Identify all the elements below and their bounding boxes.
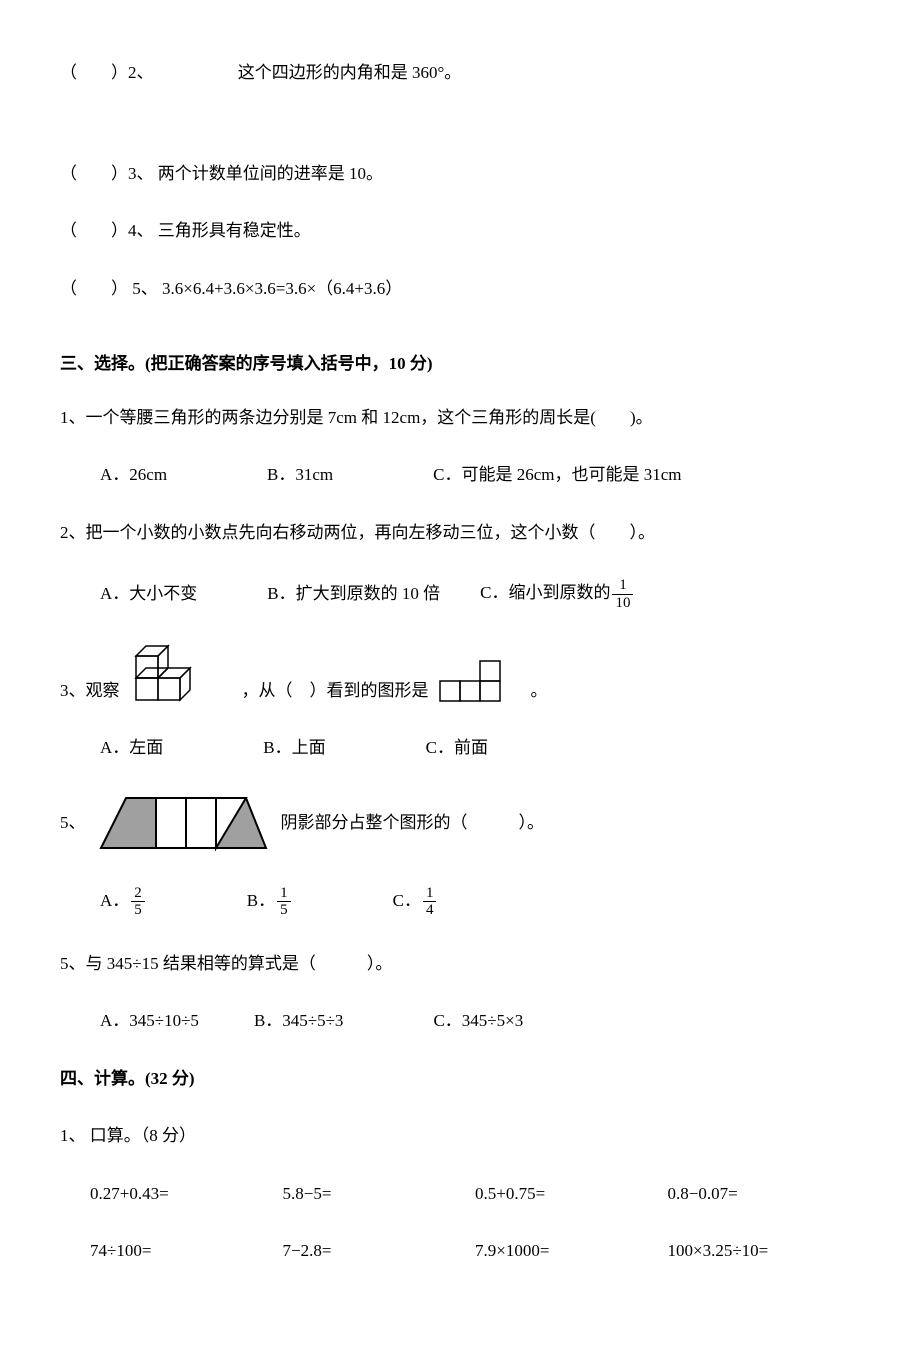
s3-q5a-opta: A．25	[100, 885, 147, 919]
s3-q1-options: A．26cm B．31cm C．可能是 26cm，也可能是 31cm	[60, 462, 860, 488]
s3-q3-prefix: 3、观察	[60, 678, 120, 704]
s3-q5a-text: 阴影部分占整个图形的（ ）。	[281, 810, 545, 836]
judge-q5-text: 3.6×6.4+3.6×3.6=3.6×（6.4+3.6）	[162, 279, 402, 298]
s3-q1-optb: B．31cm	[267, 462, 333, 488]
judge-q2-text: 这个四边形的内角和是 360°。	[238, 63, 462, 82]
s3-q5b-text: 5、与 345÷15 结果相等的算式是（ ）。	[60, 951, 860, 977]
calc-2b: 7−2.8=	[283, 1238, 476, 1264]
s4-calc-row2: 74÷100= 7−2.8= 7.9×1000= 100×3.25÷10=	[60, 1238, 860, 1264]
calc-1b: 5.8−5=	[283, 1181, 476, 1207]
section3-header: 三、选择。(把正确答案的序号填入括号中，10 分)	[60, 351, 860, 377]
s3-q5b-optb: B．345÷5÷3	[254, 1008, 344, 1034]
s3-q5a-optc: C．14	[393, 885, 439, 919]
s3-q3-suffix: 。	[531, 678, 548, 704]
s3-q2-opta: A．大小不变	[100, 581, 197, 607]
frac-num: 1	[423, 885, 437, 903]
frac-num: 2	[131, 885, 145, 903]
judge-q4: （ ）4、 三角形具有稳定性。	[60, 218, 860, 244]
frac-num: 1	[612, 577, 633, 595]
s4-calc-row1: 0.27+0.43= 5.8−5= 0.5+0.75= 0.8−0.07=	[60, 1181, 860, 1207]
judge-q2: （ ）2、 这个四边形的内角和是 360°。	[60, 60, 860, 86]
judge-q2-prefix: （ ）2、	[60, 63, 154, 82]
judge-q4-prefix: （ ）4、	[60, 221, 154, 240]
s3-q3-opta: A．左面	[100, 735, 163, 761]
s3-q1-text: 1、一个等腰三角形的两条边分别是 7cm 和 12cm，这个三角形的周长是( )…	[60, 405, 860, 431]
optc-prefix: C．	[393, 890, 421, 909]
section4-header: 四、计算。(32 分)	[60, 1066, 860, 1092]
judge-q3-text: 两个计数单位间的进率是 10。	[158, 164, 383, 183]
calc-2c: 7.9×1000=	[475, 1238, 668, 1264]
judge-q5: （ ） 5、 3.6×6.4+3.6×3.6=3.6×（6.4+3.6）	[60, 276, 860, 302]
s3-q3-optc: C．前面	[426, 735, 488, 761]
s3-q1-opta: A．26cm	[100, 462, 167, 488]
s3-q3-optb: B．上面	[263, 735, 325, 761]
s3-q1-optc: C．可能是 26cm，也可能是 31cm	[433, 462, 681, 488]
judge-q3-prefix: （ ）3、	[60, 164, 154, 183]
s3-q5a-row: 5、 阴影部分占整个图形的（ ）。	[60, 793, 860, 853]
cube-3d-icon	[126, 643, 236, 703]
s3-q2-options: A．大小不变 B．扩大到原数的 10 倍 C．缩小到原数的110	[60, 577, 860, 611]
s3-q2-optc: C．缩小到原数的110	[480, 577, 635, 611]
frac-num: 1	[277, 885, 291, 903]
s4-q1-text: 1、 口算。（8 分）	[60, 1123, 860, 1149]
calc-1d: 0.8−0.07=	[668, 1181, 861, 1207]
s3-q5a-prefix: 5、	[60, 810, 86, 836]
parallelogram-icon	[96, 793, 271, 853]
s3-q2-optc-prefix: C．缩小到原数的	[480, 583, 610, 602]
calc-2a: 74÷100=	[90, 1238, 283, 1264]
s3-q2-optb: B．扩大到原数的 10 倍	[267, 581, 440, 607]
frac-den: 5	[131, 902, 145, 919]
s3-q3-options: A．左面 B．上面 C．前面	[60, 735, 860, 761]
optb-prefix: B．	[247, 890, 275, 909]
frac-den: 5	[277, 902, 291, 919]
s3-q2-text: 2、把一个小数的小数点先向右移动两位，再向左移动三位，这个小数（ ）。	[60, 520, 860, 546]
calc-1c: 0.5+0.75=	[475, 1181, 668, 1207]
fraction-icon: 110	[612, 577, 633, 611]
opta-prefix: A．	[100, 890, 129, 909]
calc-2d: 100×3.25÷10=	[668, 1238, 861, 1264]
s3-q3-mid: ，从（ ）看到的图形是	[242, 678, 429, 704]
judge-q5-prefix: （ ） 5、	[60, 279, 158, 298]
s3-q3-row: 3、观察 ，从（ ）看到的图形是 。	[60, 643, 860, 703]
flat-shape-icon	[435, 658, 525, 703]
s3-q5b-options: A．345÷10÷5 B．345÷5÷3 C．345÷5×3	[60, 1008, 860, 1034]
calc-1a: 0.27+0.43=	[90, 1181, 283, 1207]
judge-q3: （ ）3、 两个计数单位间的进率是 10。	[60, 161, 860, 187]
s3-q5b-optc: C．345÷5×3	[433, 1008, 523, 1034]
s3-q5a-options: A．25 B．15 C．14	[60, 885, 860, 919]
fraction-icon: 14	[423, 885, 437, 919]
fraction-icon: 15	[277, 885, 291, 919]
s3-q5a-optb: B．15	[247, 885, 293, 919]
frac-den: 4	[423, 902, 437, 919]
fraction-icon: 25	[131, 885, 145, 919]
frac-den: 10	[612, 595, 633, 612]
s3-q5b-opta: A．345÷10÷5	[100, 1008, 199, 1034]
judge-q4-text: 三角形具有稳定性。	[158, 221, 311, 240]
